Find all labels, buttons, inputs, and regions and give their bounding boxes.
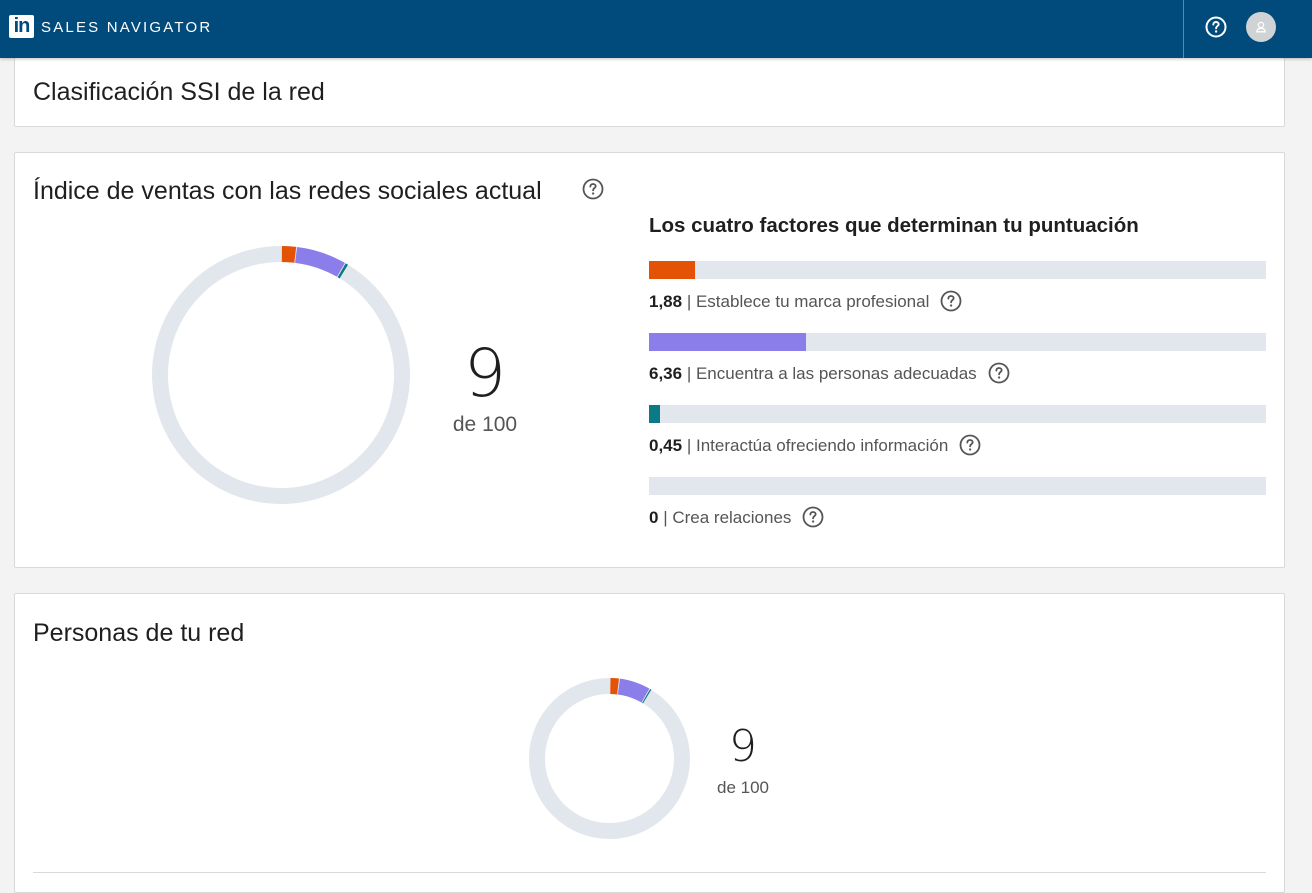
network-donut-chart — [529, 678, 690, 839]
factor-bar-fill — [649, 405, 660, 423]
factor-help-icon[interactable] — [802, 506, 824, 528]
factor-value: 1,88 — [649, 292, 683, 311]
factor-text: Establece tu marca profesional — [695, 292, 930, 311]
ssi-card: Índice de ventas con las redes sociales … — [14, 152, 1285, 568]
linkedin-logo[interactable]: in — [9, 15, 34, 38]
factor-text: Crea relaciones — [672, 508, 792, 527]
factor-help-icon[interactable] — [959, 434, 981, 456]
factor-bar-fill — [649, 261, 695, 279]
network-score-suffix: de 100 — [717, 778, 769, 797]
ssi-title: Índice de ventas con las redes sociales … — [33, 177, 542, 205]
factor-bar-track — [649, 261, 1266, 279]
topbar-divider — [1183, 0, 1184, 58]
network-section-divider — [33, 872, 1266, 873]
factor-separator: | — [682, 364, 696, 383]
factor-bar-fill — [649, 333, 806, 351]
donut-track — [529, 678, 690, 839]
factor-value: 6,36 — [649, 364, 683, 383]
user-avatar-icon[interactable] — [1246, 12, 1276, 42]
classification-title: Clasificación SSI de la red — [33, 78, 325, 106]
donut-track — [152, 246, 410, 504]
avatar-silhouette-icon — [1256, 21, 1266, 33]
factor-label: 6,36 | Encuentra a las personas adecuada… — [649, 364, 977, 384]
factor-value: 0,45 — [649, 436, 683, 455]
ssi-score: 9 — [464, 335, 506, 412]
top-navigation-bar: in SALES NAVIGATOR — [0, 0, 1312, 58]
factor-help-icon[interactable] — [940, 290, 962, 312]
ssi-donut-chart — [152, 246, 410, 504]
factor-label: 0 | Crea relaciones — [649, 508, 791, 528]
factor-text: Encuentra a las personas adecuadas — [695, 364, 977, 383]
ssi-help-icon[interactable] — [582, 178, 604, 200]
factor-label: 0,45 | Interactúa ofreciendo información — [649, 436, 948, 456]
factor-value: 0 — [649, 508, 659, 527]
network-title: Personas de tu red — [33, 619, 245, 647]
ssi-score-suffix: de 100 — [452, 413, 518, 436]
factor-separator: | — [682, 436, 696, 455]
factor-bar-track — [649, 405, 1266, 423]
factor-separator: | — [658, 508, 673, 527]
brand-name[interactable]: SALES NAVIGATOR — [41, 19, 213, 36]
network-card: Personas de tu red 9 de 100 — [14, 593, 1285, 893]
classification-card: Clasificación SSI de la red — [14, 56, 1285, 127]
factor-help-icon[interactable] — [988, 362, 1010, 384]
factor-bar-track — [649, 477, 1266, 495]
factor-bar-track — [649, 333, 1266, 351]
factors-title: Los cuatro factores que determinan tu pu… — [649, 214, 1139, 237]
factor-separator: | — [682, 292, 696, 311]
factor-label: 1,88 | Establece tu marca profesional — [649, 292, 929, 312]
factor-text: Interactúa ofreciendo información — [695, 436, 949, 455]
help-circle-icon[interactable] — [1205, 16, 1227, 38]
network-score: 9 — [729, 721, 757, 772]
